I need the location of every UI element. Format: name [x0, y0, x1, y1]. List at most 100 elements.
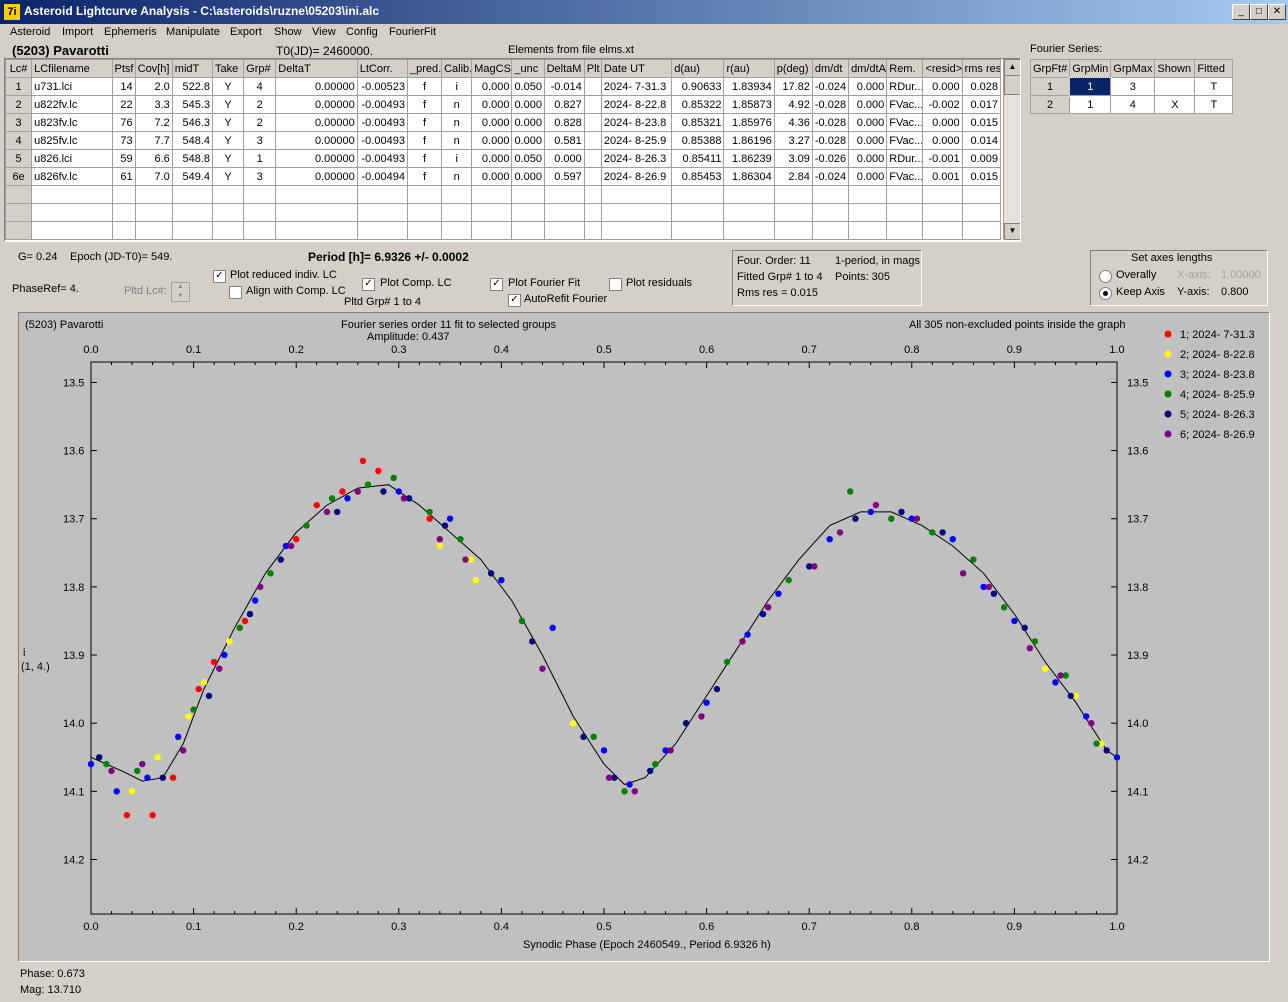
lc-cell[interactable]: 0.000 — [471, 131, 513, 150]
lc-cell[interactable]: 0.050 — [511, 77, 545, 96]
lc-cell[interactable]: RDur... — [886, 149, 924, 168]
lc-cell[interactable]: 0.581 — [543, 131, 585, 150]
lc-col-header[interactable]: _unc — [511, 59, 545, 78]
lc-cell[interactable]: 4.92 — [773, 95, 813, 114]
menu-view[interactable]: View — [312, 26, 336, 38]
lc-col-header[interactable]: r(au) — [723, 59, 775, 78]
lc-cell[interactable]: 0.015 — [961, 113, 1002, 132]
plot-reduced-checkbox[interactable]: ✓ — [213, 270, 226, 283]
lc-cell[interactable]: 1 — [5, 77, 33, 96]
lc-col-header[interactable]: p(deg) — [773, 59, 813, 78]
lc-cell[interactable]: 0.000 — [511, 167, 545, 186]
lc-table-container[interactable]: Lc# LCfilename Ptsf Cov[h] midT Take Grp# Delta… — [4, 58, 1021, 242]
lc-cell[interactable]: 61 — [111, 167, 136, 186]
lc-cell[interactable]: u731.lci — [31, 77, 113, 96]
lc-empty-row[interactable] — [5, 185, 1002, 204]
plot-panel[interactable]: (5203) Pavarotti Fourier series order 11… — [18, 312, 1270, 962]
fourier-cell[interactable]: 4 — [1110, 95, 1156, 114]
lc-cell[interactable]: 73 — [111, 131, 136, 150]
lc-cell[interactable]: 3.27 — [773, 131, 813, 150]
lc-cell[interactable]: 0.85321 — [671, 113, 725, 132]
lc-cell[interactable]: 546.3 — [171, 113, 213, 132]
plot-comp-checkbox[interactable]: ✓ — [362, 278, 375, 291]
fourier-col-header[interactable]: GrpFt# — [1029, 59, 1071, 78]
lc-col-header[interactable]: Rem. — [886, 59, 924, 78]
lc-cell[interactable]: 0.00000 — [275, 131, 358, 150]
lc-col-header[interactable]: Lc# — [5, 59, 33, 78]
lc-col-header[interactable]: Cov[h] — [134, 59, 173, 78]
lc-cell[interactable]: 4 — [5, 131, 33, 150]
lc-table-row[interactable]: 1 u731.lci 14 2.0 522.8 Y 4 0.00000 -0.00523 f i 0.… — [5, 77, 1002, 96]
menu-manipulate[interactable]: Manipulate — [166, 26, 220, 38]
lc-col-header[interactable]: LCfilename — [31, 59, 113, 78]
menu-show[interactable]: Show — [274, 26, 302, 38]
fourier-cell[interactable]: 1 — [1068, 76, 1112, 97]
menu-export[interactable]: Export — [230, 26, 262, 38]
lc-col-header[interactable]: midT — [171, 59, 213, 78]
lc-cell[interactable]: 1.86239 — [723, 149, 775, 168]
fourier-col-header[interactable]: GrpMax — [1110, 59, 1156, 78]
keep-axis-radio[interactable] — [1099, 287, 1112, 300]
lc-cell[interactable]: -0.00493 — [356, 149, 408, 168]
menu-import[interactable]: Import — [62, 26, 94, 38]
lc-cell[interactable]: 0.000 — [848, 77, 888, 96]
lc-cell[interactable]: 0.000 — [543, 149, 585, 168]
menu-fourierfit[interactable]: FourierFit — [389, 26, 437, 38]
lc-cell[interactable]: 0.000 — [511, 113, 545, 132]
lc-cell[interactable]: 2.0 — [134, 77, 173, 96]
xaxis-value[interactable]: 1.00000 — [1221, 269, 1261, 281]
lc-cell[interactable]: 4.36 — [773, 113, 813, 132]
minimize-icon[interactable]: _ — [1232, 4, 1250, 20]
lc-cell[interactable]: 0.85453 — [671, 167, 725, 186]
menu-ephemeris[interactable]: Ephemeris — [104, 26, 157, 38]
lc-cell[interactable]: u822fv.lc — [31, 95, 113, 114]
lc-cell[interactable]: 522.8 — [171, 77, 213, 96]
lc-cell[interactable]: 548.8 — [171, 149, 213, 168]
lc-col-header[interactable]: Plt — [583, 59, 602, 78]
lc-col-header[interactable]: Take — [211, 59, 245, 78]
lc-table-row[interactable]: 6e u826fv.lc 61 7.0 549.4 Y 3 0.00000 -0.00494 f n… — [5, 167, 1002, 186]
lc-cell[interactable]: -0.014 — [543, 77, 585, 96]
lc-cell[interactable]: Y — [211, 95, 245, 114]
lc-cell[interactable]: 2.84 — [773, 167, 813, 186]
pltd-lc-spinner[interactable]: ▲ ▼ — [171, 282, 190, 302]
lc-cell[interactable]: 0.000 — [848, 131, 888, 150]
fourier-cell[interactable]: 2 — [1029, 95, 1071, 114]
scroll-thumb[interactable] — [1004, 75, 1020, 95]
lc-cell[interactable]: -0.00494 — [356, 167, 408, 186]
lc-col-header[interactable]: d(au) — [671, 59, 725, 78]
lc-col-header[interactable]: Ptsf — [111, 59, 136, 78]
lc-cell[interactable]: 3 — [5, 113, 33, 132]
lc-col-header[interactable]: MagCS — [471, 59, 513, 78]
lc-cell[interactable]: 1.86196 — [723, 131, 775, 150]
lc-cell[interactable]: 0.000 — [922, 131, 963, 150]
lc-cell[interactable]: 0.90633 — [671, 77, 725, 96]
lc-cell[interactable]: 0.014 — [961, 131, 1002, 150]
lc-table-scrollbar[interactable]: ▲ ▼ — [1003, 59, 1020, 240]
lc-cell[interactable]: -0.026 — [811, 149, 850, 168]
lc-col-header[interactable]: dm/dtA — [848, 59, 888, 78]
lc-table-row[interactable]: 4 u825fv.lc 73 7.7 548.4 Y 3 0.00000 -0.00493 f n 0… — [5, 131, 1002, 150]
lc-col-header[interactable]: DeltaT — [275, 59, 358, 78]
lc-cell[interactable]: u825fv.lc — [31, 131, 113, 150]
menu-config[interactable]: Config — [346, 26, 378, 38]
plot-residuals-checkbox[interactable] — [609, 278, 622, 291]
lc-cell[interactable]: Y — [211, 131, 245, 150]
lc-cell[interactable]: 59 — [111, 149, 136, 168]
align-comp-checkbox[interactable] — [229, 286, 242, 299]
lc-table-row[interactable]: 3 u823fv.lc 76 7.2 546.3 Y 2 0.00000 -0.00493 f n 0… — [5, 113, 1002, 132]
lc-cell[interactable]: 2024- 8-26.3 — [600, 149, 673, 168]
overally-radio[interactable] — [1099, 270, 1112, 283]
lc-cell[interactable]: 0.85388 — [671, 131, 725, 150]
lc-col-header[interactable]: Grp# — [243, 59, 277, 78]
close-icon[interactable]: ✕ — [1268, 4, 1286, 20]
lc-cell[interactable]: 1.83934 — [723, 77, 775, 96]
lc-cell[interactable]: 0.015 — [961, 167, 1002, 186]
lc-col-header[interactable]: _pred. — [406, 59, 443, 78]
fourier-col-header[interactable]: Fitted — [1194, 59, 1234, 78]
lc-cell[interactable]: 6e — [5, 167, 33, 186]
autorefit-checkbox[interactable]: ✓ — [508, 294, 521, 307]
lc-cell[interactable]: 0.000 — [922, 77, 963, 96]
